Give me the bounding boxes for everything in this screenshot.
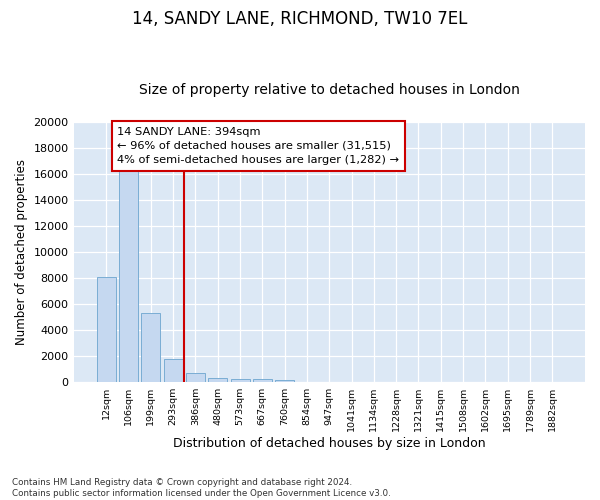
Bar xyxy=(253,380,272,382)
Bar xyxy=(230,379,250,382)
X-axis label: Distribution of detached houses by size in London: Distribution of detached houses by size … xyxy=(173,437,485,450)
Bar xyxy=(186,373,205,382)
Bar xyxy=(164,360,182,382)
Bar xyxy=(119,168,138,382)
Text: 14 SANDY LANE: 394sqm
← 96% of detached houses are smaller (31,515)
4% of semi-d: 14 SANDY LANE: 394sqm ← 96% of detached … xyxy=(118,127,400,165)
Text: 14, SANDY LANE, RICHMOND, TW10 7EL: 14, SANDY LANE, RICHMOND, TW10 7EL xyxy=(133,10,467,28)
Bar xyxy=(142,313,160,382)
Bar xyxy=(275,380,294,382)
Bar xyxy=(97,276,116,382)
Title: Size of property relative to detached houses in London: Size of property relative to detached ho… xyxy=(139,83,520,97)
Text: Contains HM Land Registry data © Crown copyright and database right 2024.
Contai: Contains HM Land Registry data © Crown c… xyxy=(12,478,391,498)
Y-axis label: Number of detached properties: Number of detached properties xyxy=(15,159,28,345)
Bar xyxy=(208,378,227,382)
